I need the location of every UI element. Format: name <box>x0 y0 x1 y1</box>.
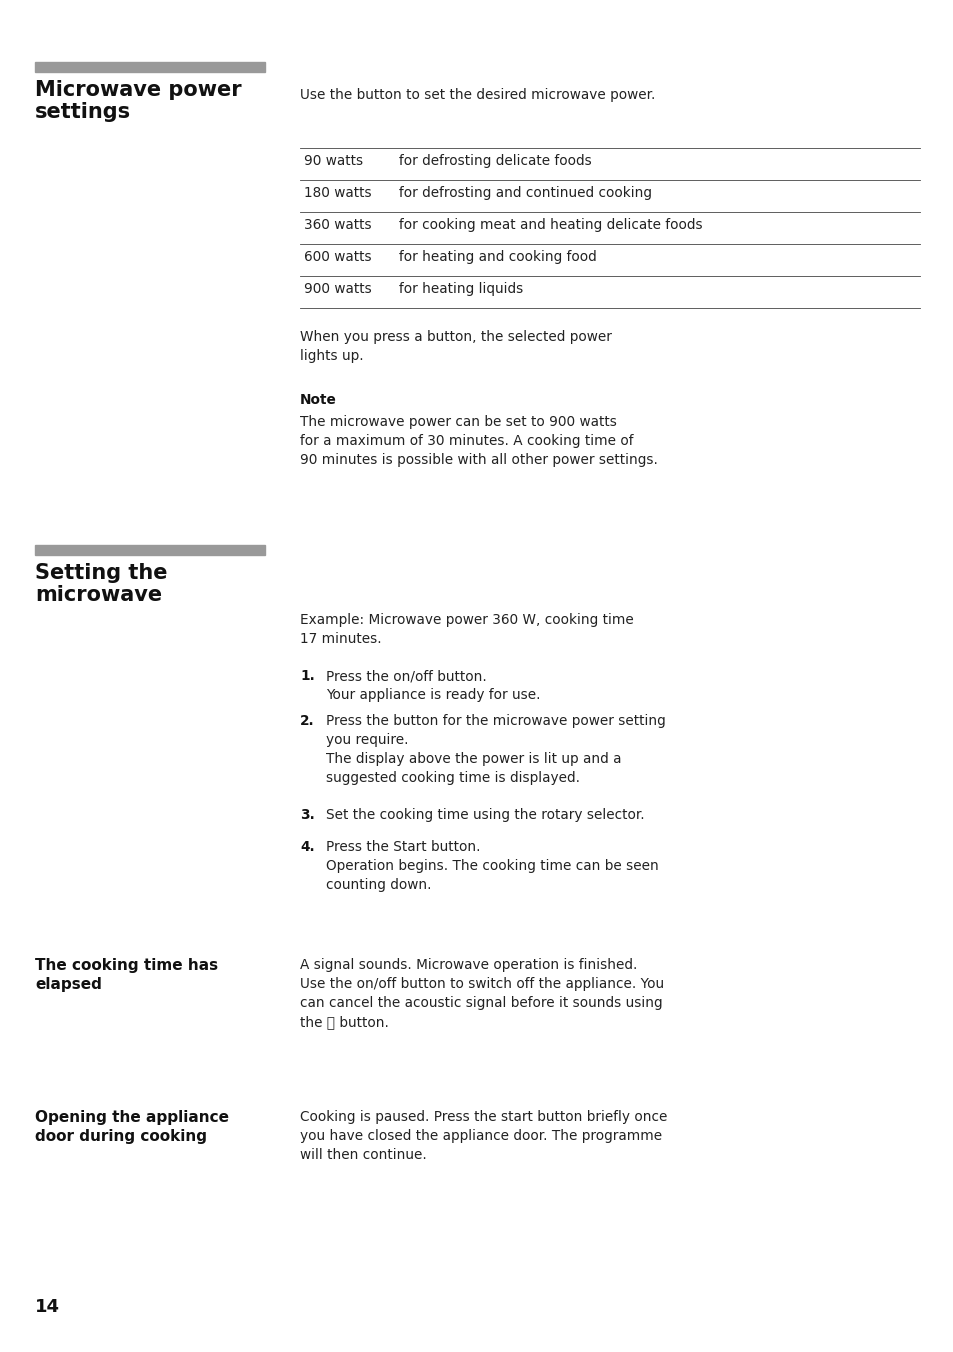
Text: 4.: 4. <box>299 840 314 854</box>
Text: for cooking meat and heating delicate foods: for cooking meat and heating delicate fo… <box>398 218 702 233</box>
Text: 900 watts: 900 watts <box>304 283 372 296</box>
Text: 2.: 2. <box>299 714 314 727</box>
Text: The microwave power can be set to 900 watts
for a maximum of 30 minutes. A cooki: The microwave power can be set to 900 wa… <box>299 415 658 466</box>
Text: Set the cooking time using the rotary selector.: Set the cooking time using the rotary se… <box>326 808 644 822</box>
Text: 1.: 1. <box>299 669 314 683</box>
Text: Press the Start button.
Operation begins. The cooking time can be seen
counting : Press the Start button. Operation begins… <box>326 840 659 892</box>
Text: 180 watts: 180 watts <box>304 187 372 200</box>
Text: for heating liquids: for heating liquids <box>398 283 522 296</box>
Text: When you press a button, the selected power
lights up.: When you press a button, the selected po… <box>299 330 611 362</box>
Text: Opening the appliance
door during cooking: Opening the appliance door during cookin… <box>35 1110 229 1144</box>
Text: for defrosting delicate foods: for defrosting delicate foods <box>398 154 591 168</box>
Text: Setting the
microwave: Setting the microwave <box>35 562 168 606</box>
Text: A signal sounds. Microwave operation is finished.
Use the on/off button to switc: A signal sounds. Microwave operation is … <box>299 959 663 1029</box>
Text: 14: 14 <box>35 1298 60 1315</box>
Text: Cooking is paused. Press the start button briefly once
you have closed the appli: Cooking is paused. Press the start butto… <box>299 1110 667 1161</box>
Bar <box>35 62 265 72</box>
Text: for heating and cooking food: for heating and cooking food <box>398 250 597 264</box>
Text: Microwave power
settings: Microwave power settings <box>35 80 241 123</box>
Text: Use the button to set the desired microwave power.: Use the button to set the desired microw… <box>299 88 655 101</box>
Text: The cooking time has
elapsed: The cooking time has elapsed <box>35 959 218 992</box>
Text: 600 watts: 600 watts <box>304 250 372 264</box>
Text: Press the button for the microwave power setting
you require.
The display above : Press the button for the microwave power… <box>326 714 665 786</box>
Bar <box>35 545 265 556</box>
Text: Press the on/off button.
Your appliance is ready for use.: Press the on/off button. Your appliance … <box>326 669 540 702</box>
Text: 360 watts: 360 watts <box>304 218 372 233</box>
Text: for defrosting and continued cooking: for defrosting and continued cooking <box>398 187 651 200</box>
Text: 90 watts: 90 watts <box>304 154 363 168</box>
Text: Example: Microwave power 360 W, cooking time
17 minutes.: Example: Microwave power 360 W, cooking … <box>299 612 633 646</box>
Text: 3.: 3. <box>299 808 314 822</box>
Text: Note: Note <box>299 393 336 407</box>
